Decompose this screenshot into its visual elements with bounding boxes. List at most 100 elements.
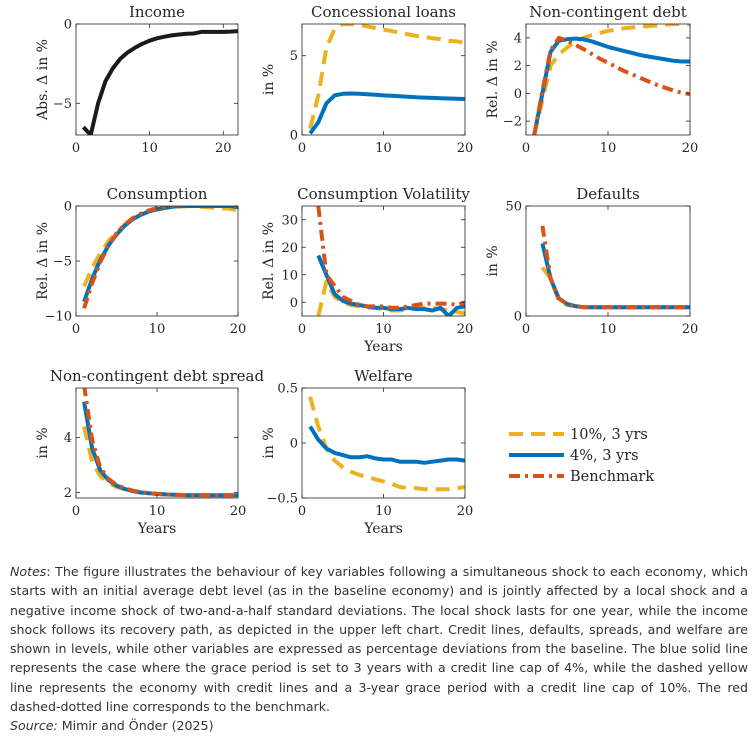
series-line-blue bbox=[540, 242, 690, 310]
y-axis-label: in % bbox=[261, 427, 277, 458]
y-axis-label: in % bbox=[35, 427, 51, 458]
x-tick-label: 20 bbox=[230, 322, 247, 337]
series-line-blue bbox=[308, 425, 465, 465]
axes-box bbox=[525, 23, 691, 136]
y-tick-label: 2 bbox=[514, 59, 522, 74]
y-tick-label: 2 bbox=[64, 486, 72, 501]
axes-box bbox=[525, 205, 691, 317]
series-line-red bbox=[540, 225, 690, 310]
y-tick-label: 0 bbox=[514, 87, 522, 102]
axes-box bbox=[301, 23, 466, 136]
y-axis-label: Rel. Δ in % bbox=[485, 40, 501, 118]
series-line-red bbox=[82, 206, 238, 309]
x-tick-label: 0 bbox=[72, 322, 80, 337]
panel-3: Consumption 0 10 20 0 −5 −10 Rel. Δ in % bbox=[35, 185, 246, 337]
y-tick-label: 30 bbox=[281, 213, 298, 228]
y-tick-label: 50 bbox=[505, 200, 522, 215]
y-tick-label: −0.5 bbox=[266, 492, 298, 507]
legend-group: 10%, 3 yrs 4%, 3 yrs Benchmark bbox=[509, 427, 654, 485]
series-line-yellow bbox=[308, 24, 465, 130]
y-tick-label: 4 bbox=[514, 31, 522, 46]
series-line-red bbox=[532, 35, 690, 135]
panel-title: Welfare bbox=[354, 367, 413, 385]
source-label: Source: bbox=[10, 718, 58, 734]
y-axis-label: Abs. Δ in % bbox=[35, 39, 51, 121]
panel-4: Consumption Volatility 0 10 20 0 10 20 30 Rel. Δ… bbox=[261, 185, 473, 355]
x-tick-label: 0 bbox=[522, 322, 530, 337]
panel-title: Defaults bbox=[576, 185, 640, 203]
series-line-yellow bbox=[82, 426, 238, 498]
panel-1: Concessional loans 0 10 20 0 5 in % bbox=[261, 3, 473, 156]
legend-label: 4%, 3 yrs bbox=[570, 448, 639, 464]
x-tick-label: 0 bbox=[298, 141, 306, 156]
series-line-blue bbox=[308, 91, 465, 135]
y-tick-label: −10 bbox=[45, 310, 72, 325]
y-tick-label: 0 bbox=[64, 200, 72, 215]
axes-box bbox=[75, 23, 239, 136]
y-axis-label: Rel. Δ in % bbox=[261, 222, 277, 300]
series-line-black-solid bbox=[81, 29, 238, 135]
series-line-red bbox=[82, 388, 238, 498]
y-tick-label: −5 bbox=[53, 97, 72, 112]
series-line-blue bbox=[82, 401, 238, 498]
x-axis-label: Years bbox=[137, 521, 177, 537]
panel-5: Defaults 0 10 20 0 50 in % bbox=[485, 185, 698, 337]
notes-text: : The figure illustrates the behaviour o… bbox=[10, 564, 748, 715]
x-tick-label: 0 bbox=[522, 141, 530, 156]
notes-label: Notes bbox=[10, 564, 47, 579]
x-tick-label: 10 bbox=[600, 322, 617, 337]
y-tick-label: 0 bbox=[514, 310, 522, 325]
panel-title: Consumption bbox=[107, 185, 208, 203]
x-tick-label: 20 bbox=[215, 141, 232, 156]
x-tick-label: 0 bbox=[72, 504, 80, 519]
series-line-red bbox=[316, 206, 465, 310]
x-tick-label: 10 bbox=[375, 141, 392, 156]
source-text: Mimir and Önder (2025) bbox=[57, 718, 214, 734]
panel-title: Consumption Volatility bbox=[297, 185, 470, 203]
y-tick-label: 0 bbox=[290, 437, 298, 452]
series-line-yellow bbox=[532, 24, 690, 135]
y-axis-label: Rel. Δ in % bbox=[35, 222, 51, 300]
y-tick-label: 0 bbox=[290, 296, 298, 311]
y-tick-label: 20 bbox=[281, 241, 298, 256]
x-tick-label: 20 bbox=[457, 141, 474, 156]
series-line-yellow bbox=[308, 396, 465, 492]
x-axis-label: Years bbox=[363, 521, 403, 537]
y-axis-label: in % bbox=[261, 64, 277, 95]
panel-title: Income bbox=[129, 3, 185, 21]
y-tick-label: 0.5 bbox=[277, 382, 298, 397]
panel-title: Concessional loans bbox=[311, 3, 456, 21]
x-tick-label: 20 bbox=[682, 322, 699, 337]
notes: Notes: The figure illustrates the behavi… bbox=[10, 562, 748, 736]
legend-label: 10%, 3 yrs bbox=[570, 427, 648, 443]
x-tick-label: 10 bbox=[600, 141, 617, 156]
x-tick-label: 20 bbox=[682, 141, 699, 156]
x-tick-label: 20 bbox=[230, 504, 247, 519]
y-tick-label: 4 bbox=[64, 431, 72, 446]
legend-label: Benchmark bbox=[570, 469, 654, 485]
x-tick-label: 10 bbox=[149, 504, 166, 519]
panel-6: Non-contingent debt spread 0 10 20 4 2 in % Yea… bbox=[35, 367, 264, 537]
series-line-blue bbox=[82, 206, 238, 303]
x-tick-label: 0 bbox=[298, 322, 306, 337]
y-tick-label: 10 bbox=[281, 268, 298, 283]
panel-title: Non-contingent debt spread bbox=[50, 367, 265, 385]
x-tick-label: 10 bbox=[375, 322, 392, 337]
x-tick-label: 10 bbox=[141, 141, 158, 156]
x-tick-label: 0 bbox=[298, 504, 306, 519]
y-tick-label: 0 bbox=[290, 129, 298, 144]
y-tick-label: −2 bbox=[503, 115, 522, 130]
axes-box bbox=[75, 387, 239, 499]
x-tick-label: 10 bbox=[149, 322, 166, 337]
y-axis-label: in % bbox=[485, 245, 501, 276]
x-tick-label: 20 bbox=[457, 322, 474, 337]
x-tick-label: 10 bbox=[375, 504, 392, 519]
y-tick-label: 0 bbox=[64, 18, 72, 33]
x-tick-label: 20 bbox=[457, 504, 474, 519]
y-tick-label: 5 bbox=[290, 49, 298, 64]
panel-title: Non-contingent debt bbox=[529, 3, 687, 21]
